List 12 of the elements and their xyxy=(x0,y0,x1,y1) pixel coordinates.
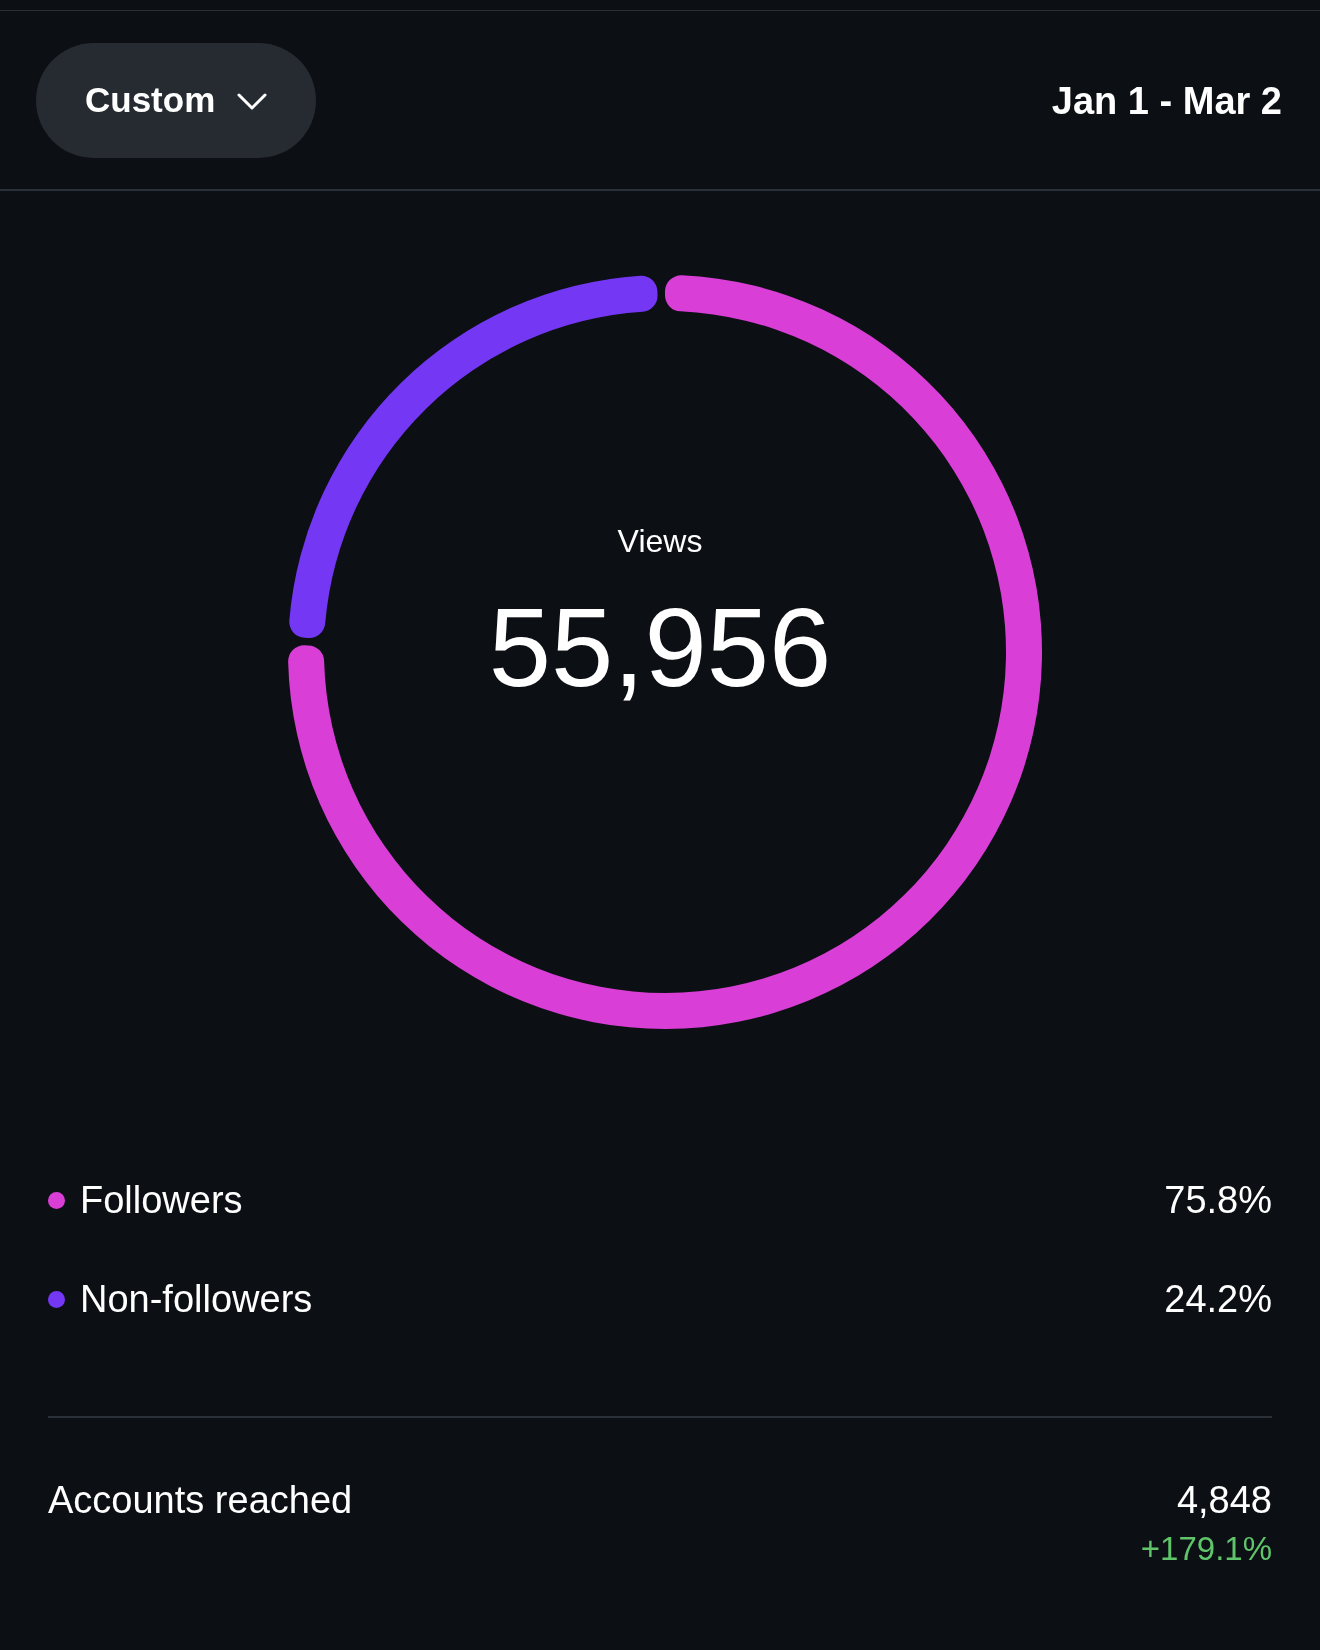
text: 4,848 xyxy=(1176,1478,1272,1522)
donut-slice xyxy=(288,275,1042,1029)
dropdown-field: Custom xyxy=(36,43,316,158)
text: Views xyxy=(616,522,704,560)
legend-label: Non-followers xyxy=(80,1277,313,1321)
data-label: 24.2% xyxy=(1164,1277,1272,1321)
text: 55,956 xyxy=(487,585,833,710)
data-label: 75.8% xyxy=(1164,1178,1272,1222)
text: +179.1% xyxy=(1140,1530,1272,1568)
text: Accounts reached xyxy=(48,1478,353,1522)
legend-label: Followers xyxy=(80,1178,243,1222)
text: Jan 1 - Mar 2 xyxy=(1051,79,1282,123)
